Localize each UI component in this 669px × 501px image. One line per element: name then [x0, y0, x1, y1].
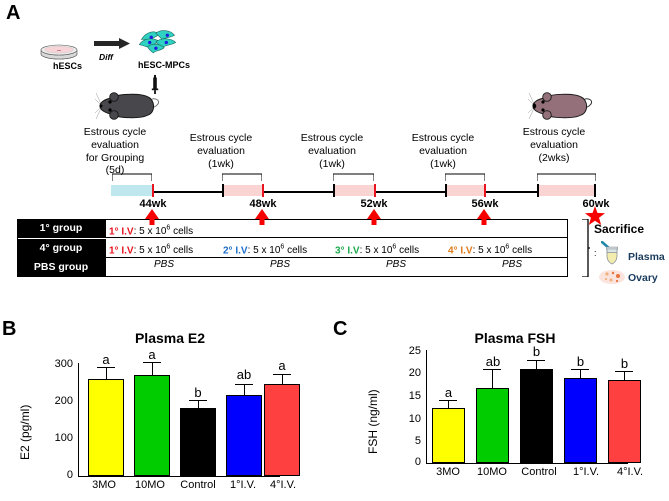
svg-text:▪▪▪▪: ▪▪▪▪	[57, 48, 61, 52]
